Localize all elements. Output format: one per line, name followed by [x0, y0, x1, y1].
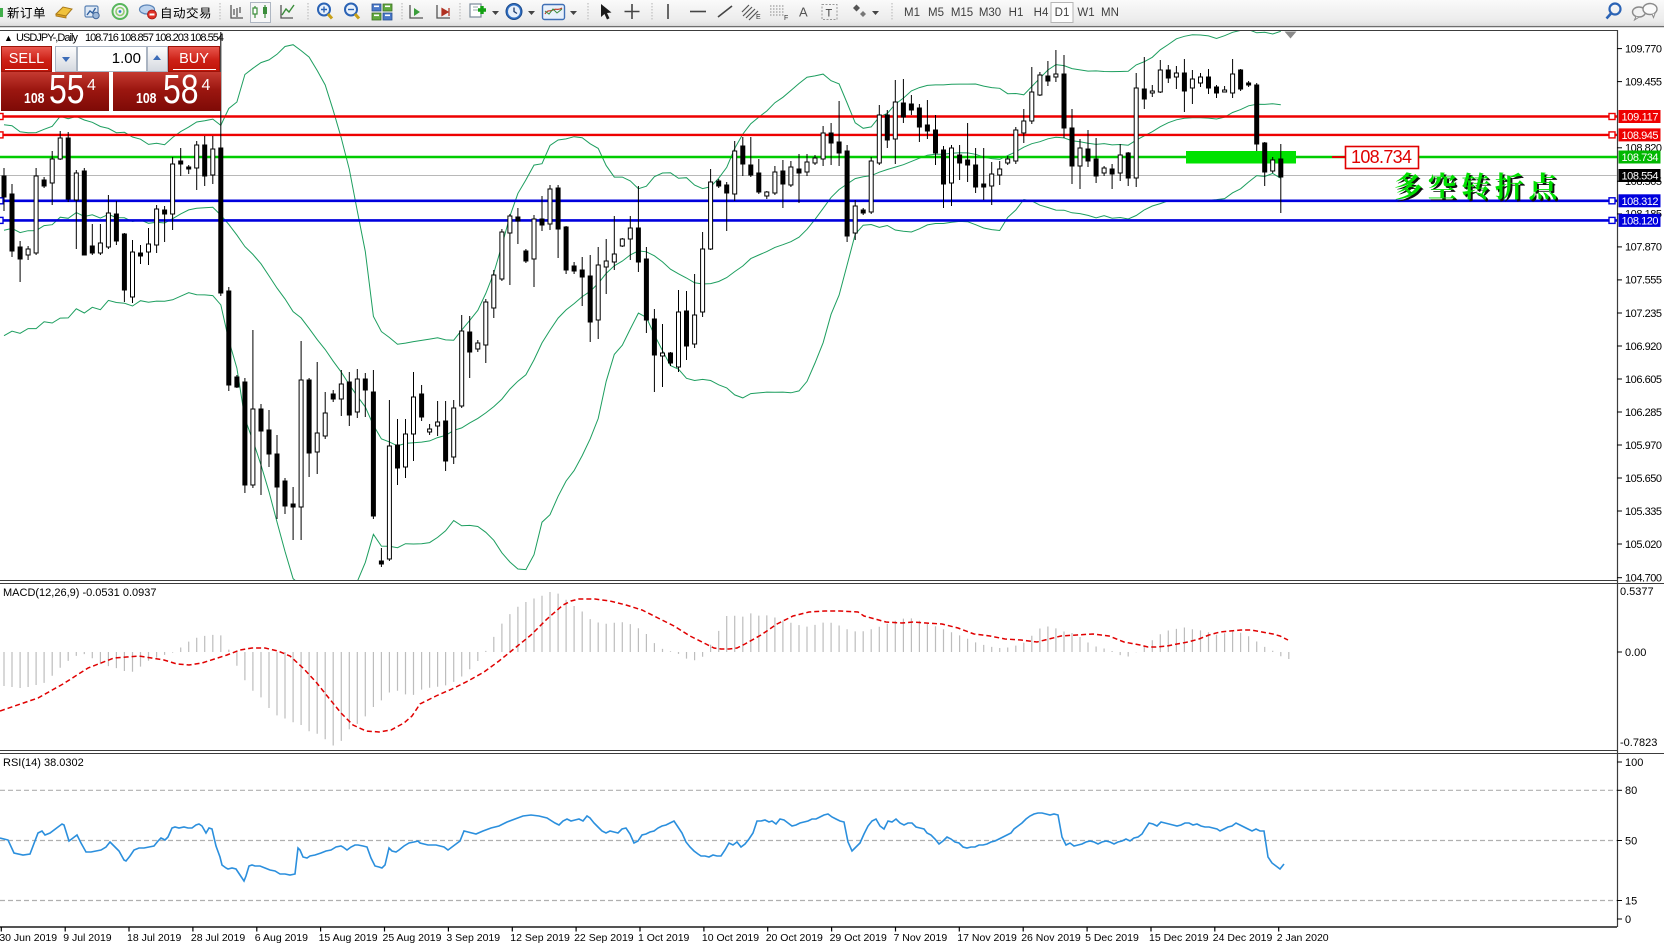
svg-text:H4: H4 [1034, 7, 1049, 19]
svg-text:H1: H1 [1009, 7, 1024, 19]
svg-text:28 Jul 2019: 28 Jul 2019 [191, 932, 245, 944]
svg-text:26 Nov 2019: 26 Nov 2019 [1021, 932, 1081, 944]
svg-text:50: 50 [1625, 835, 1637, 847]
svg-text:20 Oct 2019: 20 Oct 2019 [766, 932, 823, 944]
svg-text:▲: ▲ [4, 33, 13, 43]
svg-text:0.5377: 0.5377 [1620, 586, 1654, 598]
svg-text:D1: D1 [1055, 7, 1070, 19]
svg-text:106.285: 106.285 [1625, 407, 1662, 419]
svg-text:6 Aug 2019: 6 Aug 2019 [255, 932, 308, 944]
svg-text:25 Aug 2019: 25 Aug 2019 [383, 932, 442, 944]
svg-text:100: 100 [1625, 757, 1643, 769]
svg-text:108.120: 108.120 [1622, 215, 1659, 227]
svg-text:5 Dec 2019: 5 Dec 2019 [1085, 932, 1139, 944]
svg-text:17 Nov 2019: 17 Nov 2019 [957, 932, 1017, 944]
svg-text:0: 0 [1625, 914, 1631, 926]
svg-text:22 Sep 2019: 22 Sep 2019 [574, 932, 634, 944]
svg-text:106.920: 106.920 [1625, 341, 1662, 353]
svg-text:107.555: 107.555 [1625, 275, 1662, 287]
svg-text:108.734: 108.734 [1351, 147, 1412, 167]
svg-text:30 Jun 2019: 30 Jun 2019 [0, 932, 57, 944]
svg-text:10 Oct 2019: 10 Oct 2019 [702, 932, 759, 944]
svg-text:MN: MN [1101, 7, 1119, 19]
svg-text:9 Jul 2019: 9 Jul 2019 [63, 932, 112, 944]
svg-text:24 Dec 2019: 24 Dec 2019 [1213, 932, 1273, 944]
svg-text:15 Dec 2019: 15 Dec 2019 [1149, 932, 1209, 944]
svg-text:7 Nov 2019: 7 Nov 2019 [894, 932, 948, 944]
svg-text:107.235: 107.235 [1625, 308, 1662, 320]
svg-text:108.734: 108.734 [1622, 152, 1659, 164]
svg-text:108.554: 108.554 [1622, 171, 1659, 183]
svg-text:RSI(14) 38.0302: RSI(14) 38.0302 [3, 757, 84, 769]
svg-text:M5: M5 [928, 7, 944, 19]
svg-text:18 Jul 2019: 18 Jul 2019 [127, 932, 181, 944]
svg-text:3 Sep 2019: 3 Sep 2019 [446, 932, 500, 944]
svg-text:15 Aug 2019: 15 Aug 2019 [319, 932, 378, 944]
svg-text:2 Jan 2020: 2 Jan 2020 [1277, 932, 1329, 944]
svg-text:-0.7823: -0.7823 [1620, 737, 1657, 749]
svg-text:80: 80 [1625, 785, 1637, 797]
svg-text:108.945: 108.945 [1622, 130, 1659, 142]
svg-text:12 Sep 2019: 12 Sep 2019 [510, 932, 570, 944]
svg-text:15: 15 [1625, 895, 1637, 907]
svg-text:109.117: 109.117 [1622, 112, 1659, 124]
svg-text:108.716 108.857 108.203 108.55: 108.716 108.857 108.203 108.554 [85, 32, 224, 44]
svg-text:E: E [756, 14, 761, 21]
svg-text:M30: M30 [979, 7, 1001, 19]
svg-text:105.970: 105.970 [1625, 440, 1662, 452]
svg-text:M15: M15 [951, 7, 973, 19]
svg-text:A: A [799, 5, 808, 20]
svg-text:105.650: 105.650 [1625, 473, 1662, 485]
svg-text:107.870: 107.870 [1625, 242, 1662, 254]
svg-text:106.605: 106.605 [1625, 374, 1662, 386]
svg-text:0.00: 0.00 [1625, 647, 1646, 659]
svg-text:29 Oct 2019: 29 Oct 2019 [830, 932, 887, 944]
svg-text:105.020: 105.020 [1625, 539, 1662, 551]
svg-text:USDJPY-,Daily: USDJPY-,Daily [16, 32, 79, 44]
svg-text:T: T [826, 8, 833, 20]
svg-text:109.455: 109.455 [1625, 76, 1662, 88]
svg-text:M1: M1 [904, 7, 920, 19]
svg-text:1 Oct 2019: 1 Oct 2019 [638, 932, 690, 944]
svg-text:108.312: 108.312 [1622, 196, 1659, 208]
svg-text:MACD(12,26,9) -0.0531 0.0937: MACD(12,26,9) -0.0531 0.0937 [3, 587, 156, 599]
svg-text:109.770: 109.770 [1625, 43, 1662, 55]
svg-text:F: F [784, 15, 788, 22]
svg-text:104.700: 104.700 [1625, 573, 1662, 585]
svg-text:105.335: 105.335 [1625, 506, 1662, 518]
svg-text:W1: W1 [1077, 7, 1094, 19]
